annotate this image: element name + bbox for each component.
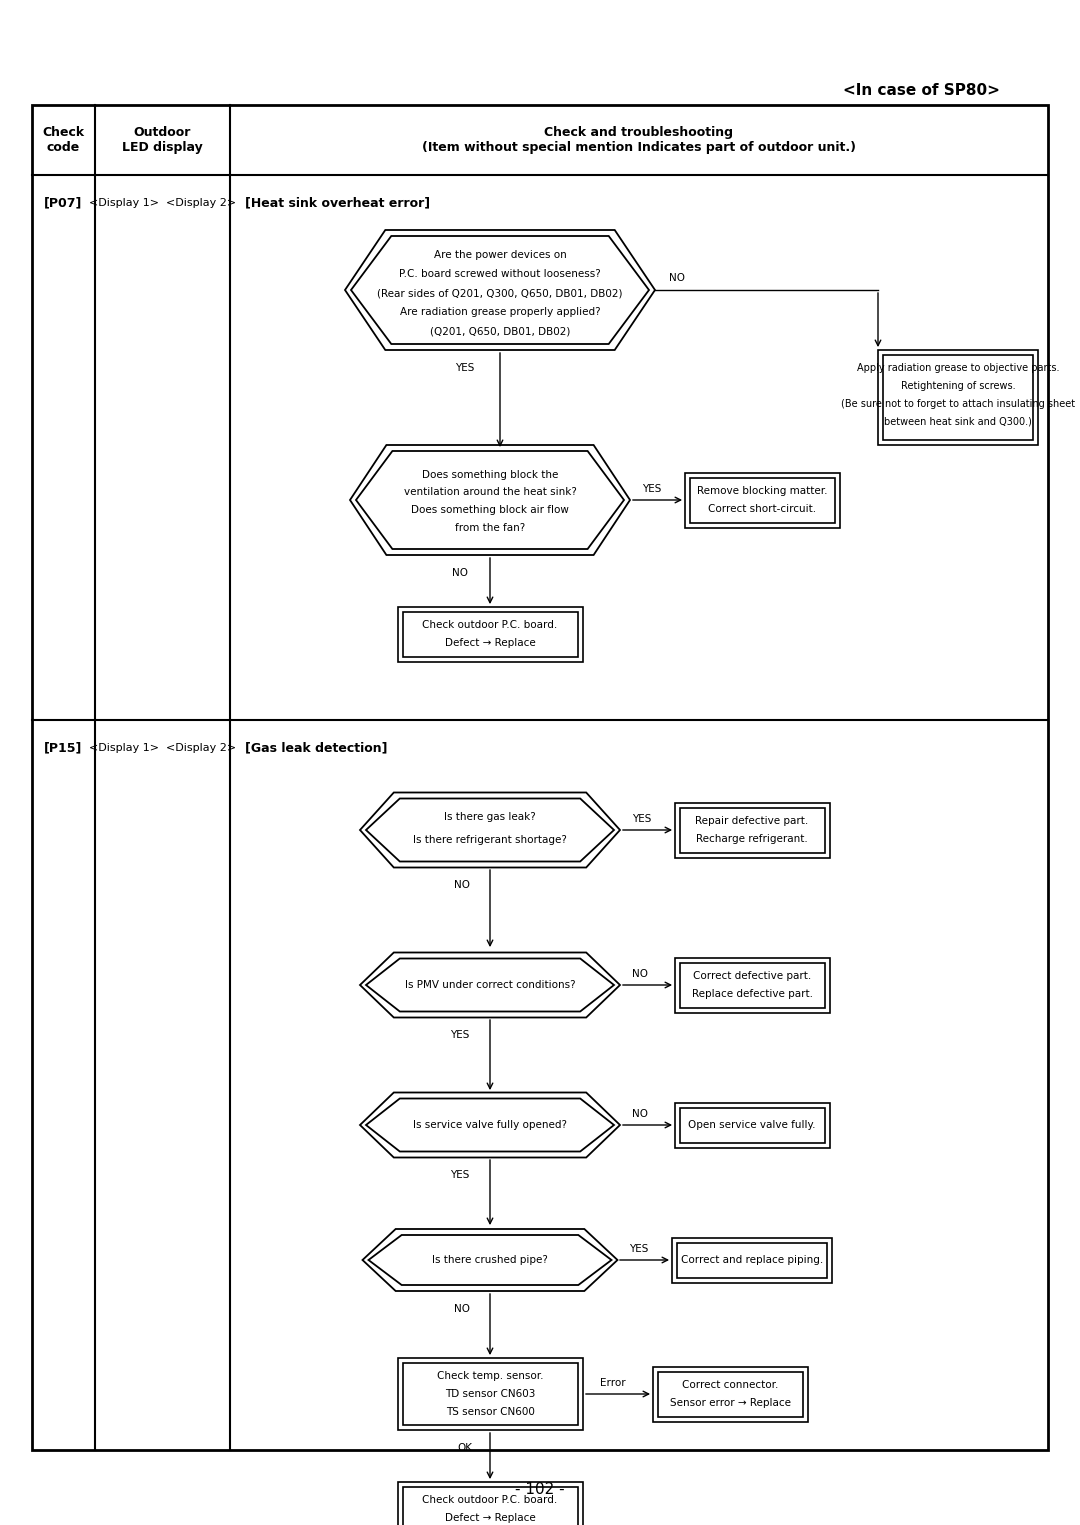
Text: (Rear sides of Q201, Q300, Q650, DB01, DB02): (Rear sides of Q201, Q300, Q650, DB01, D… bbox=[377, 288, 623, 297]
Text: NO: NO bbox=[454, 880, 470, 891]
Text: Does something block air flow: Does something block air flow bbox=[411, 505, 569, 515]
Text: Are the power devices on: Are the power devices on bbox=[434, 250, 566, 259]
Text: <In case of SP80>: <In case of SP80> bbox=[843, 82, 1000, 98]
Text: P.C. board screwed without looseness?: P.C. board screwed without looseness? bbox=[400, 268, 600, 279]
Polygon shape bbox=[345, 230, 654, 351]
Bar bbox=[32, 105, 1048, 1450]
Polygon shape bbox=[350, 445, 630, 555]
Text: YES: YES bbox=[632, 814, 651, 824]
Bar bbox=[680, 1109, 825, 1144]
Text: ventilation around the heat sink?: ventilation around the heat sink? bbox=[404, 486, 577, 497]
Text: NO: NO bbox=[632, 1109, 648, 1119]
Text: Correct connector.: Correct connector. bbox=[681, 1380, 779, 1389]
Text: Open service valve fully.: Open service valve fully. bbox=[688, 1119, 815, 1130]
Text: [P07]: [P07] bbox=[44, 197, 83, 209]
Text: [Heat sink overheat error]: [Heat sink overheat error] bbox=[245, 197, 430, 209]
Text: Replace defective part.: Replace defective part. bbox=[691, 990, 812, 999]
Bar bbox=[878, 351, 1038, 445]
Text: Defect → Replace: Defect → Replace bbox=[445, 637, 536, 648]
Text: (Q201, Q650, DB01, DB02): (Q201, Q650, DB01, DB02) bbox=[430, 326, 570, 336]
Polygon shape bbox=[363, 1229, 618, 1292]
Bar bbox=[685, 473, 840, 528]
Bar bbox=[690, 477, 835, 523]
Polygon shape bbox=[360, 1092, 620, 1157]
Polygon shape bbox=[360, 793, 620, 868]
Bar bbox=[399, 1357, 583, 1430]
Text: Are radiation grease properly applied?: Are radiation grease properly applied? bbox=[400, 307, 600, 317]
Text: Check
code: Check code bbox=[42, 127, 84, 154]
Text: TD sensor CN603: TD sensor CN603 bbox=[445, 1389, 536, 1398]
Text: - 102 -: - 102 - bbox=[515, 1482, 565, 1498]
Text: Outdoor
LED display: Outdoor LED display bbox=[122, 127, 203, 154]
Bar bbox=[399, 1482, 583, 1525]
Bar bbox=[883, 355, 1032, 441]
Text: Remove blocking matter.: Remove blocking matter. bbox=[698, 486, 827, 496]
Text: Check outdoor P.C. board.: Check outdoor P.C. board. bbox=[422, 621, 557, 630]
Text: NO: NO bbox=[453, 567, 468, 578]
Text: [P15]: [P15] bbox=[44, 741, 83, 755]
Text: Is PMV under correct conditions?: Is PMV under correct conditions? bbox=[405, 981, 576, 990]
Bar bbox=[403, 1487, 578, 1525]
Bar bbox=[677, 1243, 827, 1278]
Text: Is service valve fully opened?: Is service valve fully opened? bbox=[413, 1119, 567, 1130]
Text: YES: YES bbox=[450, 1029, 470, 1040]
Bar bbox=[403, 1363, 578, 1424]
Text: Is there refrigerant shortage?: Is there refrigerant shortage? bbox=[413, 836, 567, 845]
Text: NO: NO bbox=[632, 968, 648, 979]
Text: Apply radiation grease to objective parts.: Apply radiation grease to objective part… bbox=[856, 363, 1059, 374]
Bar bbox=[675, 1103, 831, 1148]
Text: Repair defective part.: Repair defective part. bbox=[696, 816, 809, 827]
Text: Correct short-circuit.: Correct short-circuit. bbox=[708, 503, 816, 514]
Text: [Gas leak detection]: [Gas leak detection] bbox=[245, 741, 388, 755]
Text: Check outdoor P.C. board.: Check outdoor P.C. board. bbox=[422, 1494, 557, 1505]
Text: Retightening of screws.: Retightening of screws. bbox=[901, 381, 1015, 390]
Text: Correct defective part.: Correct defective part. bbox=[693, 971, 811, 981]
Text: NO: NO bbox=[669, 273, 685, 284]
Text: Recharge refrigerant.: Recharge refrigerant. bbox=[697, 834, 808, 843]
Polygon shape bbox=[360, 953, 620, 1017]
Text: YES: YES bbox=[456, 363, 475, 374]
Text: <Display 1>  <Display 2>: <Display 1> <Display 2> bbox=[89, 198, 237, 207]
Text: YES: YES bbox=[630, 1244, 649, 1254]
Text: Defect → Replace: Defect → Replace bbox=[445, 1513, 536, 1523]
Text: Is there gas leak?: Is there gas leak? bbox=[444, 811, 536, 822]
Bar bbox=[399, 607, 583, 662]
Bar bbox=[675, 804, 831, 859]
Text: from the fan?: from the fan? bbox=[455, 523, 525, 534]
Text: Error: Error bbox=[600, 1379, 625, 1388]
Bar bbox=[403, 612, 578, 657]
Text: Check and troubleshooting
(Item without special mention Indicates part of outdoo: Check and troubleshooting (Item without … bbox=[422, 127, 856, 154]
Bar bbox=[653, 1366, 808, 1421]
Bar bbox=[675, 958, 831, 1013]
Text: Does something block the: Does something block the bbox=[422, 470, 558, 480]
Text: YES: YES bbox=[643, 483, 662, 494]
Bar bbox=[672, 1238, 832, 1283]
Text: OK: OK bbox=[458, 1443, 473, 1453]
Text: Sensor error → Replace: Sensor error → Replace bbox=[670, 1398, 791, 1408]
Bar bbox=[658, 1372, 804, 1417]
Text: Is there crushed pipe?: Is there crushed pipe? bbox=[432, 1255, 548, 1266]
Text: Check temp. sensor.: Check temp. sensor. bbox=[436, 1371, 543, 1382]
Text: YES: YES bbox=[450, 1170, 470, 1180]
Text: NO: NO bbox=[454, 1304, 470, 1315]
Bar bbox=[680, 808, 825, 852]
Bar bbox=[680, 962, 825, 1008]
Text: Correct and replace piping.: Correct and replace piping. bbox=[680, 1255, 823, 1266]
Text: TS sensor CN600: TS sensor CN600 bbox=[446, 1408, 535, 1417]
Text: between heat sink and Q300.): between heat sink and Q300.) bbox=[885, 416, 1031, 427]
Text: (Be sure not to forget to attach insulating sheet: (Be sure not to forget to attach insulat… bbox=[841, 400, 1075, 409]
Text: <Display 1>  <Display 2>: <Display 1> <Display 2> bbox=[89, 743, 237, 753]
